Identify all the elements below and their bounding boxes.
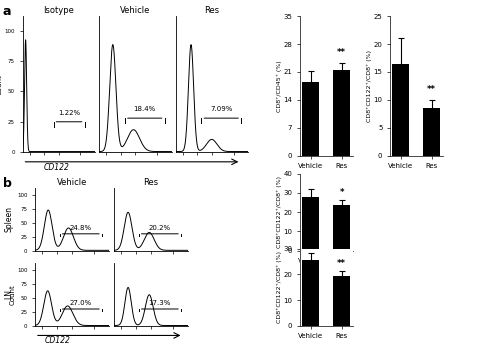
- Text: 18.4%: 18.4%: [134, 106, 156, 112]
- Bar: [392, 64, 409, 156]
- Text: 27.0%: 27.0%: [70, 300, 92, 306]
- Text: CD122: CD122: [45, 337, 71, 345]
- Text: LN: LN: [4, 290, 14, 299]
- Text: 17.3%: 17.3%: [148, 300, 171, 306]
- Text: 7.09%: 7.09%: [210, 106, 233, 112]
- Title: Vehicle: Vehicle: [120, 6, 150, 15]
- Title: Res: Res: [144, 178, 158, 187]
- Text: **: **: [337, 258, 346, 267]
- Y-axis label: Count: Count: [0, 74, 3, 95]
- Text: Spleen: Spleen: [4, 206, 14, 232]
- Text: 1.22%: 1.22%: [58, 110, 80, 116]
- Y-axis label: CD8⁺CD122⁺/CD8⁺ (%): CD8⁺CD122⁺/CD8⁺ (%): [277, 251, 282, 323]
- Title: Res: Res: [204, 6, 220, 15]
- Bar: [302, 260, 320, 326]
- Y-axis label: CD8⁺/CD45⁺ (%): CD8⁺/CD45⁺ (%): [277, 60, 282, 112]
- Y-axis label: CD8⁺CD122⁺/CD8⁺ (%): CD8⁺CD122⁺/CD8⁺ (%): [277, 176, 282, 248]
- Text: **: **: [337, 48, 346, 57]
- Text: CD122: CD122: [44, 163, 70, 172]
- Text: b: b: [2, 177, 12, 190]
- Bar: [333, 205, 350, 251]
- Bar: [333, 276, 350, 326]
- Bar: [302, 82, 320, 156]
- Y-axis label: Count: Count: [10, 284, 16, 305]
- Text: *: *: [340, 188, 344, 197]
- Y-axis label: CD8⁺CD122⁺/CD8⁺ (%): CD8⁺CD122⁺/CD8⁺ (%): [367, 50, 372, 122]
- Text: **: **: [427, 85, 436, 94]
- Title: Vehicle: Vehicle: [57, 178, 87, 187]
- Text: 24.8%: 24.8%: [70, 225, 92, 231]
- Bar: [333, 70, 350, 156]
- Text: a: a: [2, 5, 11, 18]
- Title: Isotype: Isotype: [44, 6, 74, 15]
- Bar: [302, 197, 320, 251]
- Text: 20.2%: 20.2%: [148, 225, 171, 231]
- Bar: [423, 108, 440, 156]
